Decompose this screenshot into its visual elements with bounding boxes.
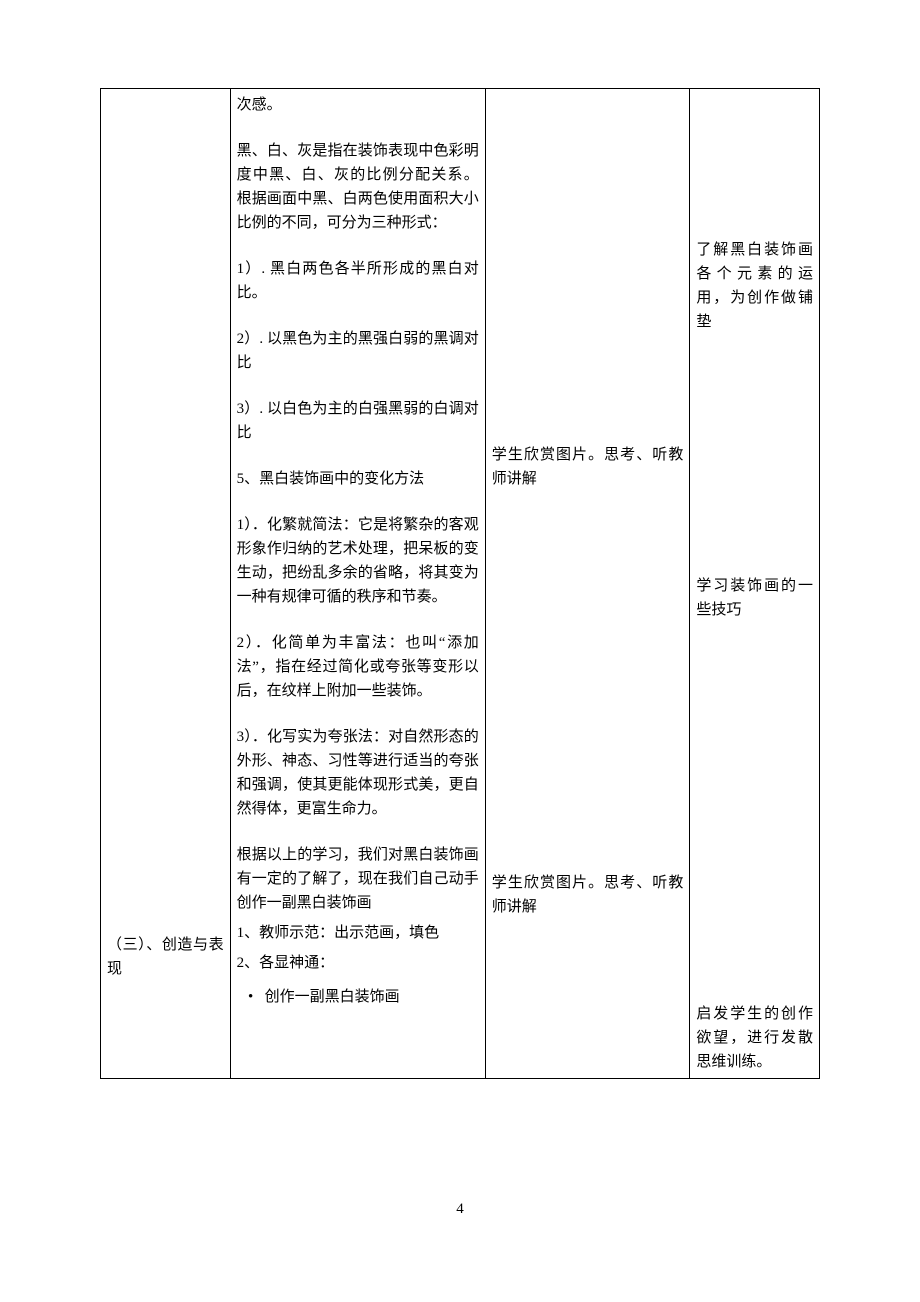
para: 1）．化繁就简法：它是将繁杂的客观形象作归纳的艺术处理，把呆板的变生动，把纷乱多… [237, 513, 479, 609]
para: 1）. 黑白两色各半所形成的黑白对比。 [237, 257, 479, 305]
cell-student-activity: 学生欣赏图片。思考、听教师讲解 学生欣赏图片。思考、听教师讲解 [485, 89, 690, 1079]
lesson-table: （三）、创造与表现 次感。 黑、白、灰是指在装饰表现中色彩明度中黑、白、灰的比例… [100, 88, 820, 1079]
para: 3）．化写实为夸张法：对自然形态的外形、神态、习性等进行适当的夸张和强调，使其更… [237, 725, 479, 821]
para: 3）. 以白色为主的白强黑弱的白调对比 [237, 397, 479, 445]
para: 2、各显神通： [237, 951, 479, 975]
bullet-text: 创作一副黑白装饰画 [265, 985, 400, 1009]
para: 次感。 [237, 93, 479, 117]
para: 学生欣赏图片。思考、听教师讲解 [492, 443, 684, 491]
cell-teacher-activity: 次感。 黑、白、灰是指在装饰表现中色彩明度中黑、白、灰的比例分配关系。 根据画面… [230, 89, 485, 1079]
cell-stage: （三）、创造与表现 [101, 89, 231, 1079]
page-number: 4 [0, 1201, 920, 1218]
para: 了解黑白装饰画各个元素的运用，为创作做铺垫 [696, 238, 813, 334]
para: 启发学生的创作欲望，进行发散思维训练。 [696, 1002, 813, 1074]
bullet-icon: • [237, 985, 265, 1009]
para: 5、黑白装饰画中的变化方法 [237, 467, 479, 491]
cell-design-intent: 了解黑白装饰画各个元素的运用，为创作做铺垫 学习装饰画的一些技巧 启发学生的创作… [690, 89, 820, 1079]
para: 2）．化简单为丰富法：也叫“添加法”，指在经过简化或夸张等变形以后，在纹样上附加… [237, 631, 479, 703]
para: 根据以上的学习，我们对黑白装饰画有一定的了解了，现在我们自己动手创作一副黑白装饰… [237, 843, 479, 915]
para: 1、教师示范：出示范画，填色 [237, 921, 479, 945]
para: 学生欣赏图片。思考、听教师讲解 [492, 871, 684, 919]
para: 黑、白、灰是指在装饰表现中色彩明度中黑、白、灰的比例分配关系。 根据画面中黑、白… [237, 139, 479, 235]
para: 学习装饰画的一些技巧 [696, 574, 813, 622]
document-page: （三）、创造与表现 次感。 黑、白、灰是指在装饰表现中色彩明度中黑、白、灰的比例… [0, 0, 920, 1302]
bullet-item: • 创作一副黑白装饰画 [237, 985, 479, 1009]
para: 2）. 以黑色为主的黑强白弱的黑调对比 [237, 327, 479, 375]
table-row: （三）、创造与表现 次感。 黑、白、灰是指在装饰表现中色彩明度中黑、白、灰的比例… [101, 89, 820, 1079]
stage-label: （三）、创造与表现 [107, 933, 224, 981]
